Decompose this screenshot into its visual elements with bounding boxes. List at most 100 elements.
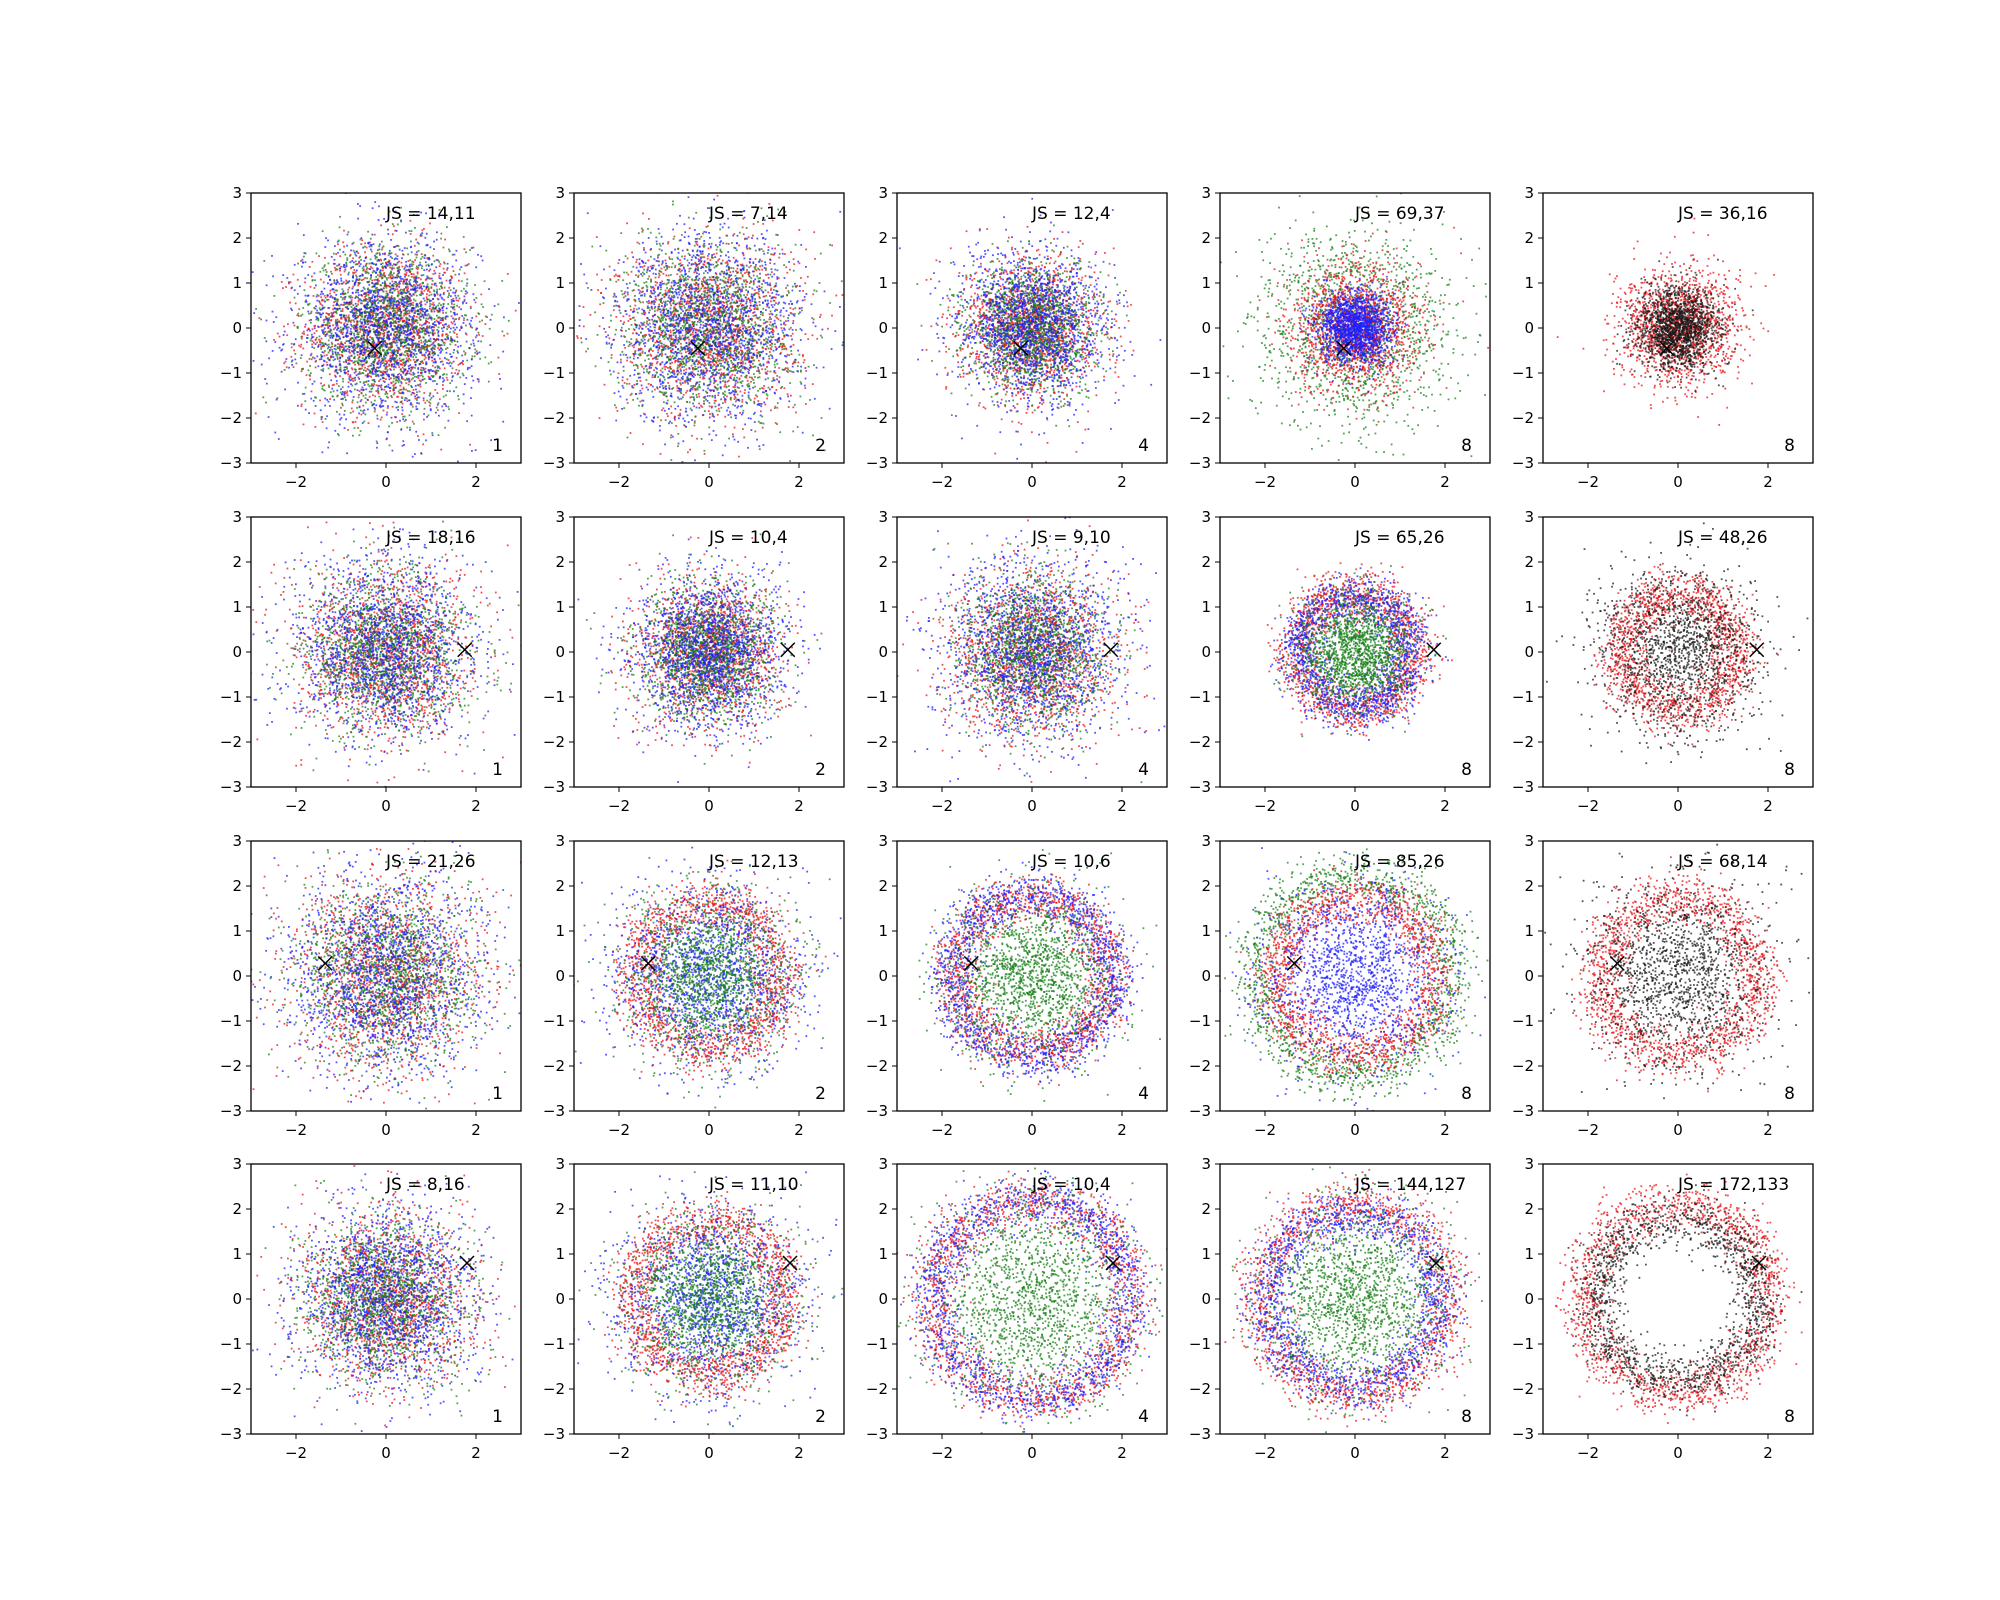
scatter-point-red [401, 262, 403, 264]
scatter-point-green [264, 337, 266, 339]
scatter-point-red [577, 337, 579, 339]
scatter-point-red [411, 276, 413, 278]
scatter-point-green [333, 390, 335, 392]
scatter-point-blue [397, 270, 399, 272]
scatter-point-green [315, 361, 317, 363]
scatter-point-blue [499, 378, 501, 380]
scatter-point-green [428, 345, 430, 347]
scatter-point-green [439, 317, 441, 319]
scatter-point-green [388, 274, 390, 276]
scatter-point-blue [522, 311, 524, 313]
scatter-point-red [369, 375, 371, 377]
scatter-point-red [402, 283, 404, 285]
scatter-point-green [447, 296, 449, 298]
scatter-point-blue [417, 375, 419, 377]
scatter-point-red [736, 340, 738, 342]
scatter-point-blue [311, 334, 313, 336]
y-tick-label: 1 [232, 274, 242, 292]
scatter-point-blue [371, 234, 373, 236]
scatter-point-green [362, 267, 364, 269]
scatter-point-blue [329, 349, 331, 351]
scatter-point-green [319, 336, 321, 338]
scatter-point-blue [420, 331, 422, 333]
scatter-point-green [386, 343, 388, 345]
scatter-point-blue [326, 399, 328, 401]
scatter-point-blue [424, 257, 426, 259]
scatter-point-blue [412, 321, 414, 323]
scatter-point-blue [253, 312, 255, 314]
scatter-point-blue [397, 325, 399, 327]
scatter-point-red [469, 444, 471, 446]
scatter-point-green [430, 403, 432, 405]
scatter-point-red [798, 229, 800, 231]
scatter-point-blue [317, 312, 319, 314]
scatter-point-blue [381, 311, 383, 313]
scatter-point-blue [441, 282, 443, 284]
scatter-point-blue [409, 364, 411, 366]
scatter-point-blue [431, 278, 433, 280]
scatter-point-blue [357, 389, 359, 391]
scatter-point-green [320, 348, 322, 350]
y-tick-label: −1 [220, 364, 242, 382]
scatter-point-blue [416, 359, 418, 361]
scatter-point-blue [374, 297, 376, 299]
scatter-point-blue [451, 380, 453, 382]
scatter-point-blue [346, 332, 348, 334]
scatter-point-blue [381, 402, 383, 404]
scatter-point-green [358, 397, 360, 399]
scatter-point-blue [414, 312, 416, 314]
scatter-point-blue [322, 451, 324, 453]
scatter-point-blue [326, 334, 328, 336]
scatter-point-red [431, 304, 433, 306]
scatter-point-red [458, 364, 460, 366]
scatter-point-green [404, 322, 406, 324]
scatter-point-blue [417, 396, 419, 398]
scatter-point-green [455, 386, 457, 388]
scatter-point-green [374, 359, 376, 361]
scatter-point-green [390, 272, 392, 274]
scatter-point-red [415, 239, 417, 241]
scatter-point-blue [344, 346, 346, 348]
scatter-point-red [419, 391, 421, 393]
scatter-point-blue [286, 358, 288, 360]
scatter-point-green [438, 434, 440, 436]
scatter-point-green [409, 259, 411, 261]
scatter-point-red [445, 334, 447, 336]
scatter-point-green [366, 263, 368, 265]
scatter-point-green [412, 304, 414, 306]
scatter-point-blue [412, 392, 414, 394]
scatter-point-blue [378, 385, 380, 387]
scatter-point-blue [389, 378, 391, 380]
scatter-point-blue [329, 279, 331, 281]
scatter-point-blue [375, 272, 377, 274]
scatter-point-red [298, 345, 300, 347]
scatter-point-blue [422, 311, 424, 313]
scatter-point-red [784, 253, 786, 255]
scatter-point-red [377, 327, 379, 329]
scatter-point-blue [371, 373, 373, 375]
scatter-point-red [273, 339, 275, 341]
scatter-point-blue [353, 325, 355, 327]
scatter-point-red [343, 230, 345, 232]
scatter-point-blue [452, 266, 454, 268]
scatter-point-blue [388, 331, 390, 333]
scatter-point-red [440, 322, 442, 324]
scatter-point-green [409, 427, 411, 429]
scatter-point-red [812, 334, 814, 336]
scatter-point-red [708, 355, 710, 357]
scatter-point-blue [350, 324, 352, 326]
scatter-point-green [446, 374, 448, 376]
scatter-point-red [409, 391, 411, 393]
scatter-point-blue [324, 398, 326, 400]
scatter-point-red [319, 400, 321, 402]
scatter-point-red [301, 404, 303, 406]
scatter-point-blue [387, 324, 389, 326]
scatter-point-blue [409, 264, 411, 266]
scatter-point-red [689, 449, 691, 451]
scatter-point-green [265, 402, 267, 404]
scatter-point-red [351, 408, 353, 410]
scatter-point-blue [331, 388, 333, 390]
scatter-point-blue [442, 310, 444, 312]
scatter-point-green [339, 216, 341, 218]
scatter-point-green [356, 305, 358, 307]
